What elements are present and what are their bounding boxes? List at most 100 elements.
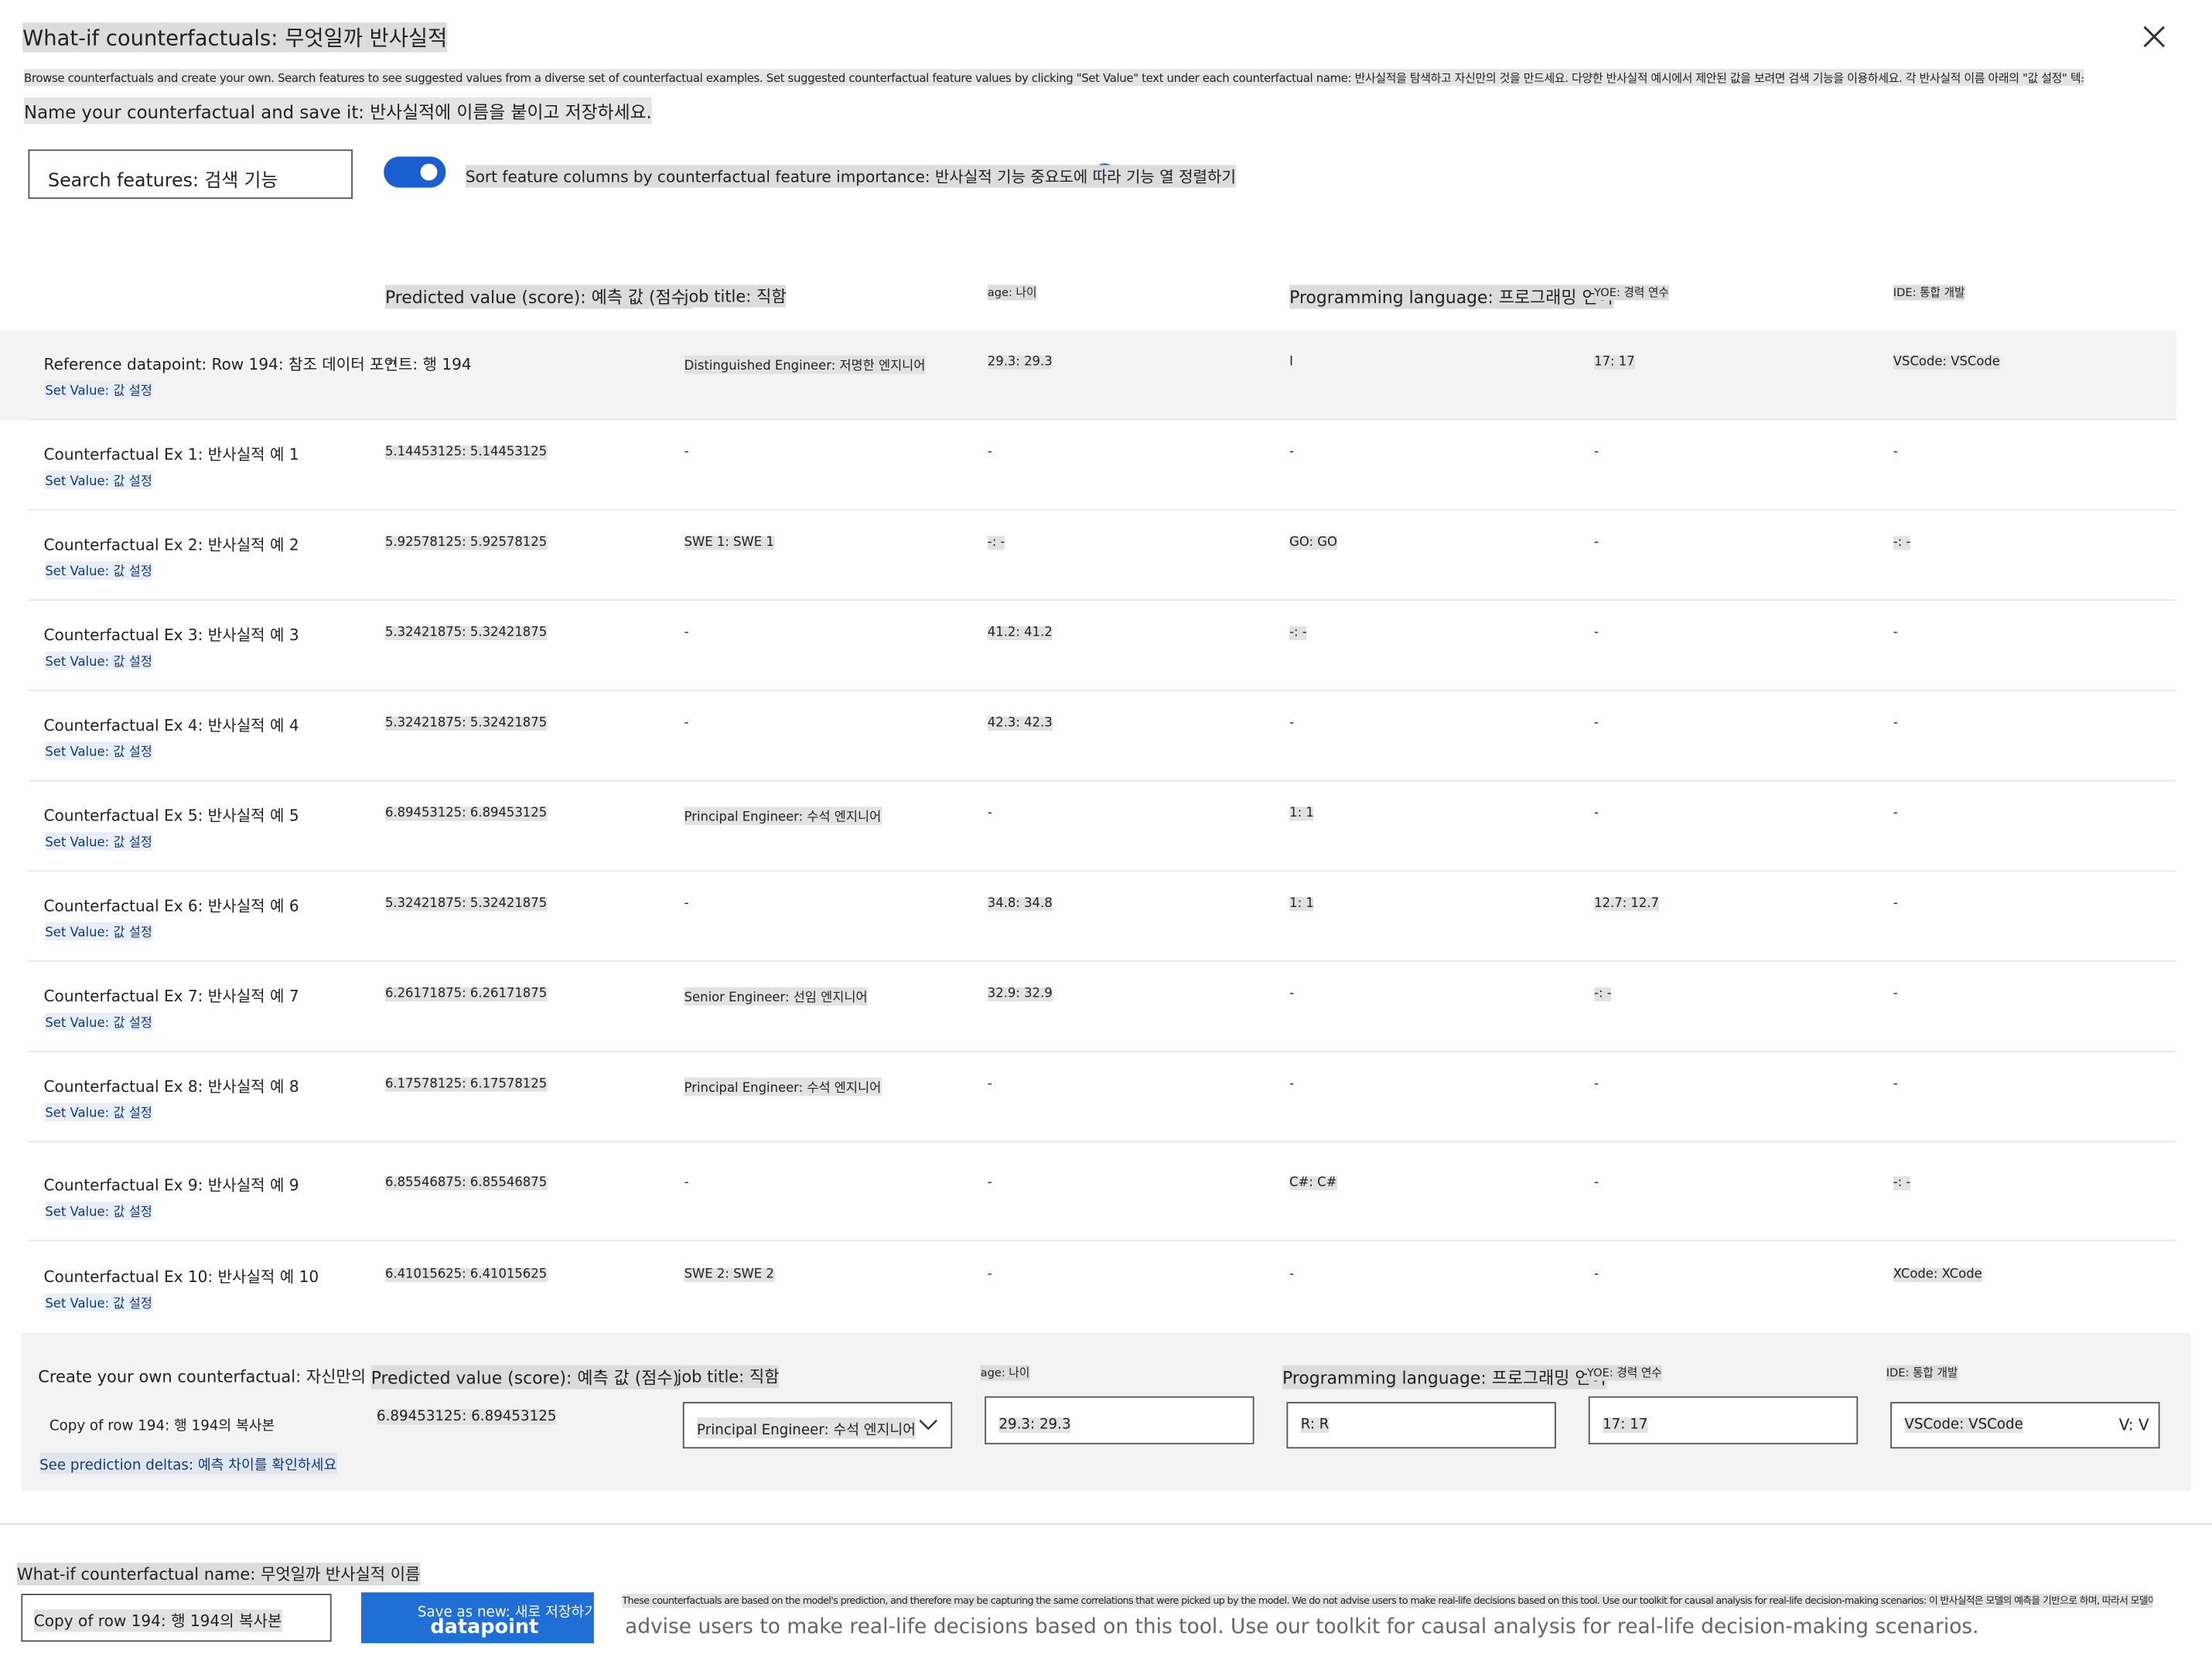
cell: 5.92578125: 5.92578125 <box>384 536 548 551</box>
row-label: Counterfactual Ex 2: 반사실적 예 2 <box>43 536 299 554</box>
create-column-header: age: 나이 <box>980 1365 1030 1381</box>
cell: 1: 1 <box>1289 807 1314 821</box>
description: Browse counterfactuals and create your o… <box>24 69 2084 87</box>
row-label: Counterfactual Ex 6: 반사실적 예 6 <box>43 897 299 916</box>
cell: 5.32421875: 5.32421875 <box>384 626 548 641</box>
cell: - <box>1893 716 1898 731</box>
cell: 12.7: 12.7 <box>1594 897 1659 912</box>
cell: - <box>1289 716 1295 731</box>
row-divider <box>28 1050 2176 1052</box>
cell: - <box>987 1267 992 1283</box>
cell: 1: 1 <box>1289 897 1314 912</box>
cell: 6.85546875: 6.85546875 <box>384 1176 548 1191</box>
reference-row-bg <box>0 329 2177 421</box>
set-value-link[interactable]: Set Value: 값 설정 <box>45 561 152 580</box>
feature-input-value[interactable]: VSCode: VSCode <box>1904 1417 2023 1434</box>
sort-toggle[interactable] <box>384 156 447 190</box>
cell: 5.32421875: 5.32421875 <box>384 897 548 912</box>
cell: - <box>1594 807 1599 821</box>
row-divider <box>28 599 2176 602</box>
column-header: Programming language: 프로그래밍 언어 <box>1289 285 1613 309</box>
cell: - <box>987 445 992 460</box>
cell: - <box>1289 1267 1295 1283</box>
save-button-text[interactable]: Save as new: 새로 저장하기 <box>417 1605 598 1621</box>
close-button[interactable] <box>2142 24 2167 49</box>
set-value-link[interactable]: Set Value: 값 설정 <box>45 1012 152 1032</box>
set-value-link[interactable]: Set Value: 값 설정 <box>45 651 152 670</box>
row-divider <box>28 960 2176 962</box>
set-value-link[interactable]: Set Value: 값 설정 <box>45 742 152 761</box>
cell: - <box>987 1077 992 1092</box>
feature-input-value[interactable]: Principal Engineer: 수석 엔지니어 <box>697 1417 916 1439</box>
cell: - <box>684 626 689 641</box>
create-column-header: IDE: 통합 개발 <box>1886 1365 1958 1381</box>
name-prompt: Name your counterfactual and save it: 반사… <box>24 97 652 124</box>
cell: - <box>684 897 689 912</box>
set-value-link[interactable]: Set Value: 값 설정 <box>45 1103 152 1122</box>
row-label: Counterfactual Ex 10: 반사실적 예 10 <box>43 1267 319 1287</box>
cell: -: - <box>1893 1176 1911 1191</box>
cell: - <box>1893 987 1898 1002</box>
create-column-header: job title: 직함 <box>677 1365 780 1388</box>
save-button[interactable] <box>360 1592 594 1643</box>
column-header: YOE: 경력 연수 <box>1594 285 1669 301</box>
row-divider <box>28 870 2176 872</box>
set-value-link[interactable]: Set Value: 값 설정 <box>45 922 152 941</box>
cell: - <box>987 807 992 821</box>
search-placeholder[interactable]: Search features: 검색 기능 <box>48 170 278 193</box>
row-divider <box>28 689 2176 691</box>
cell: GO: GO <box>1289 536 1337 551</box>
row-label: Counterfactual Ex 3: 반사실적 예 3 <box>43 626 299 645</box>
cell: SWE 1: SWE 1 <box>684 536 774 551</box>
disclaimer: These counterfactuals are based on the m… <box>622 1594 2153 1608</box>
row-divider <box>28 1141 2176 1143</box>
cell: - <box>1289 445 1295 460</box>
cell: - <box>1594 626 1599 641</box>
set-value-link[interactable]: Set Value: 값 설정 <box>45 832 152 851</box>
cell: - <box>1594 716 1599 731</box>
cell: VSCode: VSCode <box>1893 355 2000 370</box>
cell: 32.9: 32.9 <box>987 987 1053 1002</box>
feature-input-value[interactable]: R: R <box>1300 1417 1330 1434</box>
column-header: Predicted value (score): 예측 값 (점수) <box>384 285 694 309</box>
cell: - <box>987 1176 992 1191</box>
cell: XCode: XCode <box>1893 1267 1982 1283</box>
dialog-title: What-if counterfactuals: 무엇일까 반사실적 <box>22 22 448 53</box>
cell: 6.17578125: 6.17578125 <box>384 1077 548 1092</box>
cell: Distinguished Engineer: 저명한 엔지니어 <box>684 355 926 374</box>
row-label: Counterfactual Ex 5: 반사실적 예 5 <box>43 807 299 826</box>
cell: 42.3: 42.3 <box>987 716 1053 731</box>
cell: -: - <box>1289 626 1307 641</box>
feature-input-value[interactable]: 29.3: 29.3 <box>998 1417 1071 1434</box>
row-label: Counterfactual Ex 1: 반사실적 예 1 <box>43 445 299 465</box>
row-label: Counterfactual Ex 8: 반사실적 예 8 <box>43 1077 299 1096</box>
row-label: Counterfactual Ex 7: 반사실적 예 7 <box>43 987 299 1006</box>
dropdown-chevron <box>919 1419 937 1431</box>
create-column-header: Programming language: 프로그래밍 언어 <box>1282 1365 1606 1390</box>
cell: Senior Engineer: 선임 엔지니어 <box>684 987 868 1006</box>
cell: -: - <box>987 536 1005 551</box>
row-divider <box>28 1240 2176 1242</box>
search-box[interactable] <box>28 149 353 199</box>
set-value-link[interactable]: Set Value: 값 설정 <box>45 1293 152 1312</box>
save-button-text[interactable]: datapoint <box>430 1616 539 1639</box>
cell: ᄁ <box>384 360 398 374</box>
set-value-link[interactable]: Set Value: 값 설정 <box>45 1202 152 1220</box>
set-value-link[interactable]: Set Value: 값 설정 <box>45 380 152 400</box>
feature-input[interactable] <box>1286 1402 1556 1449</box>
name-input-value[interactable]: Copy of row 194: 행 194의 복사본 <box>33 1609 282 1632</box>
cell: 34.8: 34.8 <box>987 897 1053 912</box>
cell: Ⅰ <box>1289 355 1293 370</box>
cell: C#: C# <box>1289 1176 1337 1191</box>
row-label: Reference datapoint: Row 194: 참조 데이터 포인트… <box>43 355 472 374</box>
footer-divider <box>0 1523 2212 1525</box>
set-value-link[interactable]: Set Value: 값 설정 <box>45 471 152 489</box>
cell: - <box>1893 626 1898 641</box>
create-column-header: YOE: 경력 연수 <box>1587 1365 1662 1381</box>
cell: - <box>1594 1077 1599 1092</box>
cell: - <box>1289 987 1295 1002</box>
cell: 5.32421875: 5.32421875 <box>384 716 548 731</box>
deltas-link[interactable]: See prediction deltas: 예측 차이를 확인하세요 <box>39 1452 337 1475</box>
feature-input-value[interactable]: 17: 17 <box>1603 1417 1648 1434</box>
